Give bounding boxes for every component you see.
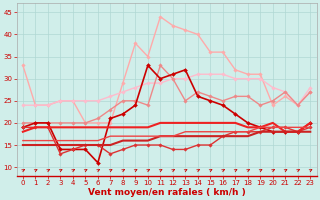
X-axis label: Vent moyen/en rafales ( km/h ): Vent moyen/en rafales ( km/h ) — [88, 188, 245, 197]
